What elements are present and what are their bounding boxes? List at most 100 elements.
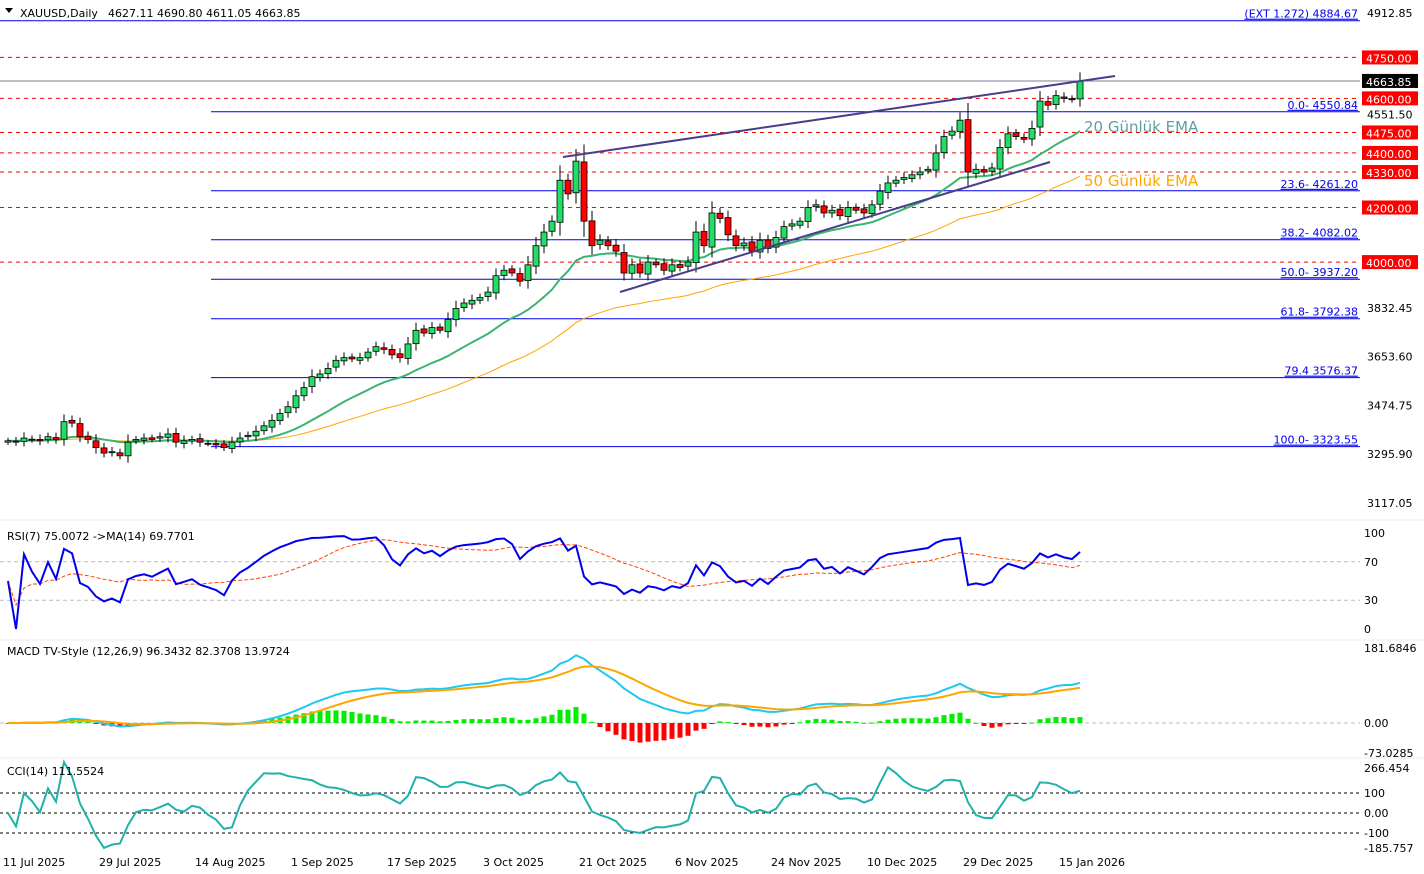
candle-down [220, 443, 228, 449]
fib-label: (EXT 1.272) 4884.67 [1244, 8, 1358, 21]
candle-down [564, 179, 572, 195]
candle-up [1004, 133, 1012, 148]
candle-down [100, 447, 108, 454]
candle-up [284, 406, 292, 414]
date-axis-tick: 21 Oct 2025 [579, 856, 647, 869]
macd-histogram-bar [1069, 718, 1075, 723]
macd-histogram-bar [533, 718, 539, 723]
macd-histogram-bar [565, 709, 571, 723]
macd-histogram-bar [701, 723, 707, 729]
candle-up [804, 207, 812, 222]
macd-histogram-bar [637, 723, 643, 743]
candle-up [548, 220, 556, 232]
macd-histogram-bar [997, 723, 1003, 727]
macd-histogram-bar [1053, 716, 1059, 723]
rsi-title: RSI(7) 75.0072 ->MA(14) 69.7701 [7, 530, 195, 543]
date-axis-tick: 10 Dec 2025 [867, 856, 937, 869]
candle-down [116, 452, 124, 457]
candle-up [996, 147, 1004, 170]
candle-up [428, 327, 436, 334]
level-tag-label: 4600.00 [1366, 93, 1412, 106]
candle-up [972, 168, 980, 174]
candle-up [956, 119, 964, 133]
candle-up [356, 357, 364, 361]
candle-up [164, 433, 172, 438]
collapse-triangle-icon[interactable] [5, 8, 13, 13]
candle-down [588, 220, 596, 247]
candle-down [84, 435, 92, 440]
candle-up [916, 171, 924, 176]
macd-histogram-bar [301, 713, 307, 723]
candle-down [676, 264, 684, 268]
macd-histogram-bar [709, 723, 715, 724]
level-tag [1362, 200, 1418, 215]
macd-axis-tick: 0.00 [1364, 717, 1389, 730]
candle-up [1052, 95, 1060, 106]
current-price-label: 4663.85 [1366, 76, 1412, 89]
macd-histogram-bar [93, 723, 99, 724]
candle-down [388, 348, 396, 356]
cci-axis-tick: -100 [1364, 827, 1389, 840]
macd-histogram-bar [1013, 723, 1019, 724]
macd-histogram-bar [693, 723, 699, 731]
candle-down [980, 169, 988, 173]
macd-histogram-bar [333, 710, 339, 723]
candle-down [964, 119, 972, 173]
symbol-label: XAUUSD,Daily [20, 7, 98, 20]
candle-down [852, 206, 860, 211]
macd-histogram-bar [717, 721, 723, 723]
date-axis-tick: 1 Sep 2025 [291, 856, 354, 869]
macd-histogram-bar [677, 723, 683, 738]
macd-histogram-bar [973, 722, 979, 724]
fib-label: 100.0- 3323.55 [1274, 434, 1358, 447]
candle-up [260, 425, 268, 432]
macd-histogram-bar [85, 722, 91, 724]
macd-histogram-bar [605, 723, 611, 732]
candle-down [52, 437, 60, 440]
candle-down [396, 353, 404, 358]
candle-down [860, 208, 868, 214]
macd-histogram-bar [389, 718, 395, 723]
macd-line [7, 654, 1081, 728]
macd-histogram-bar [765, 723, 771, 728]
macd-histogram-bar [405, 721, 411, 723]
macd-histogram-bar [821, 719, 827, 723]
candle-up [140, 437, 148, 441]
rsi-line [7, 535, 1081, 630]
candle-down [508, 268, 516, 274]
candle-down [36, 439, 44, 442]
macd-histogram-bar [421, 720, 427, 723]
candle-up [468, 299, 476, 305]
candle-up [268, 419, 276, 428]
candle-up [524, 264, 532, 282]
rsi-axis-tick: 70 [1364, 556, 1378, 569]
candle-up [404, 343, 412, 359]
candle-down [172, 433, 180, 443]
candle-up [412, 329, 420, 345]
date-axis-tick: 29 Jul 2025 [99, 856, 161, 869]
macd-histogram-bar [373, 715, 379, 723]
candle-up [756, 239, 764, 253]
macd-histogram-bar [1029, 722, 1035, 724]
candle-down [196, 438, 204, 443]
macd-histogram-bar [589, 721, 595, 723]
candle-up [596, 239, 604, 245]
candle-up [44, 436, 52, 441]
upper-trendline [562, 75, 1116, 158]
candle-down [748, 241, 756, 252]
candle-down [212, 443, 220, 446]
candle-up [4, 440, 12, 443]
level-tag [1362, 165, 1418, 180]
macd-histogram-bar [557, 709, 563, 723]
macd-axis-tick: -73.0285 [1364, 747, 1413, 760]
macd-histogram-bar [365, 714, 371, 723]
candle-down [660, 263, 668, 271]
candle-up [452, 308, 460, 321]
candle-down [420, 328, 428, 334]
candle-up [556, 179, 564, 223]
macd-histogram-bar [845, 721, 851, 723]
candle-up [180, 440, 188, 444]
macd-histogram-bar [517, 719, 523, 723]
candle-up [492, 275, 500, 294]
